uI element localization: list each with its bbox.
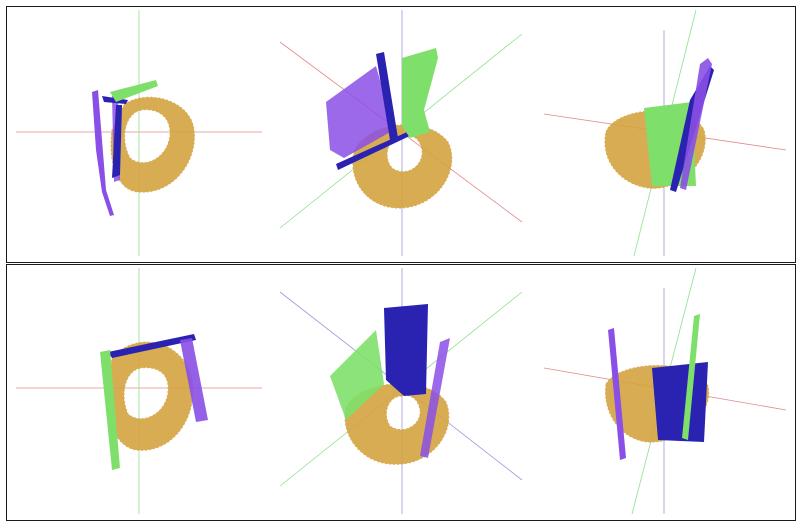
purple-cluster bbox=[608, 328, 626, 460]
green-cluster bbox=[402, 48, 438, 138]
purple-cluster bbox=[326, 66, 394, 158]
green-cluster bbox=[100, 350, 120, 470]
green-cluster bbox=[110, 80, 158, 102]
green-cluster bbox=[682, 314, 700, 440]
purple-cluster bbox=[420, 338, 450, 458]
purple-cluster bbox=[680, 58, 712, 190]
navy-cluster bbox=[652, 362, 708, 442]
point-cloud-view-top-middle bbox=[279, 10, 523, 256]
navy-cluster bbox=[384, 304, 428, 396]
navy-cluster bbox=[336, 52, 418, 170]
point-cloud-view-top-left bbox=[16, 10, 262, 256]
floor-point-ring bbox=[106, 341, 194, 451]
purple-cluster bbox=[180, 338, 208, 422]
navy-cluster bbox=[108, 334, 196, 358]
point-cloud-view-bottom-left bbox=[16, 268, 262, 514]
point-cloud-view-bottom-right bbox=[543, 268, 787, 515]
green-cluster bbox=[330, 330, 384, 420]
point-cloud-view-bottom-middle bbox=[279, 268, 523, 514]
floor-point-ring bbox=[110, 96, 195, 193]
point-cloud-view-top-right bbox=[543, 10, 787, 257]
